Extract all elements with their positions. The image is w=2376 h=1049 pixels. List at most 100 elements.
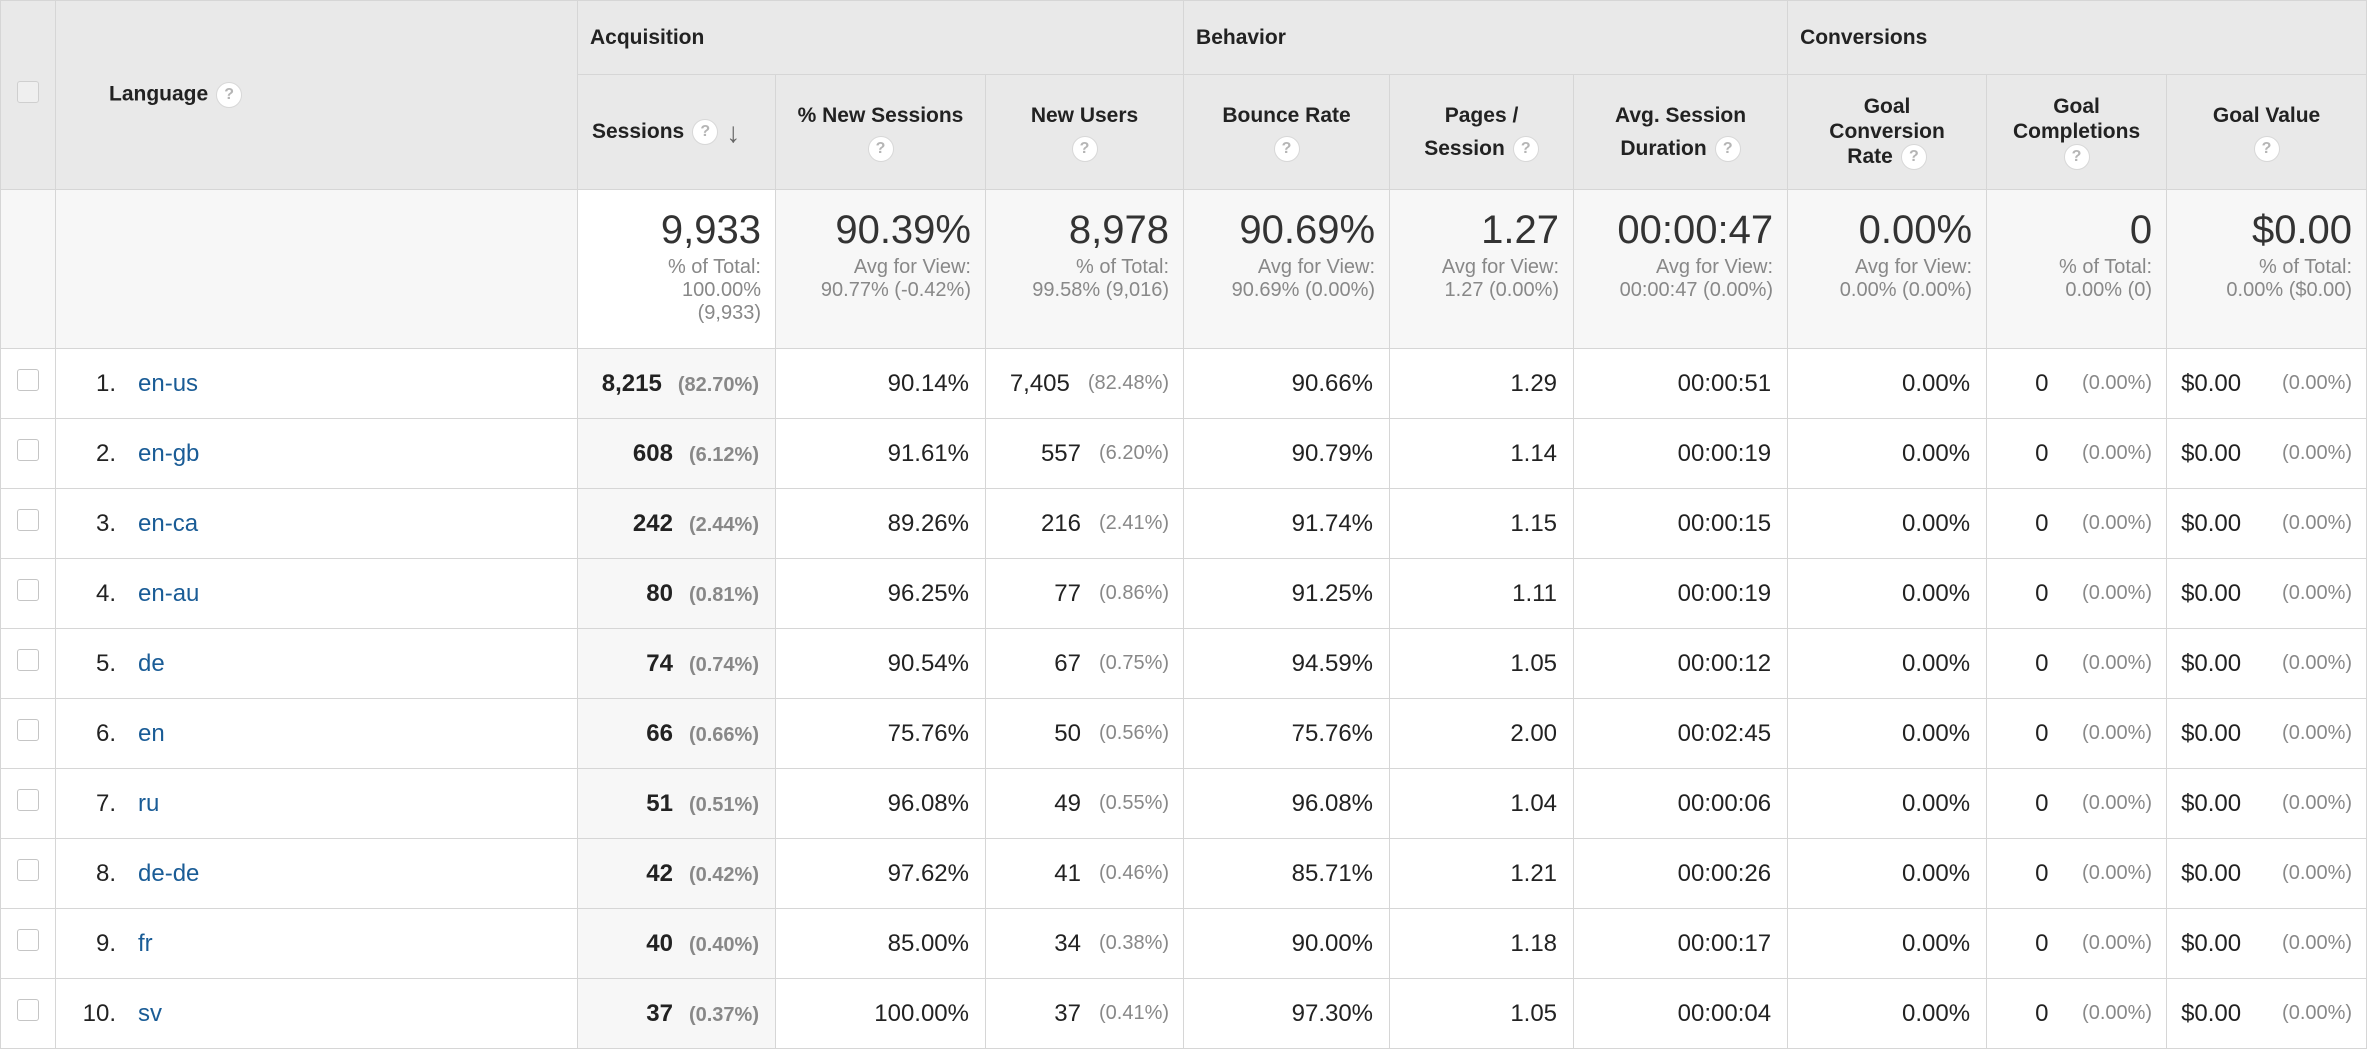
total-goal-conversion-rate-value: 0.00% [1858, 208, 1973, 252]
table-row[interactable]: 3. en-ca 242 (2.44%) 89.26% 216 (2.41%) 91.… [0, 488, 2368, 559]
pages-per-session-help-icon[interactable]: ? [1512, 136, 1539, 163]
avg-session-duration-help-icon[interactable]: ? [1714, 136, 1741, 163]
acquisition-group-header: Acquisition [576, 0, 1185, 75]
table-row[interactable]: 8. de-de 42 (0.42%) 97.62% 41 (0.46%) 85.71… [0, 838, 2368, 909]
total-goal-value-sub1: % of Total: [2259, 256, 2353, 278]
goal-conversion-rate-column-header[interactable]: Goal Conversion Rate? [1787, 74, 1988, 190]
row-checkbox[interactable] [17, 649, 39, 671]
select-all-cell [0, 0, 56, 190]
goal-value-percent: (0.00%) [2282, 1002, 2353, 1024]
table-row[interactable]: 9. fr 40 (0.40%) 85.00% 34 (0.38%) 90.00% 1… [0, 908, 2368, 979]
goal-value-help-icon[interactable]: ? [2253, 136, 2280, 163]
language-link[interactable]: en-us [138, 369, 199, 397]
row-checkbox-cell [0, 348, 56, 419]
goal-value-percent: (0.00%) [2282, 582, 2353, 604]
row-checkbox[interactable] [17, 369, 39, 391]
goal-value-value: $0.00 [2181, 509, 2242, 537]
language-link[interactable]: en-au [138, 579, 200, 607]
row-checkbox[interactable] [17, 789, 39, 811]
table-row[interactable]: 2. en-gb 608 (6.12%) 91.61% 557 (6.20%) 90.… [0, 418, 2368, 489]
bounce-rate-help-icon[interactable]: ? [1273, 136, 1300, 163]
goal-completions-value: 0 [2035, 579, 2049, 607]
table-row[interactable]: 7. ru 51 (0.51%) 96.08% 49 (0.55%) 96.08% 1… [0, 768, 2368, 839]
language-link[interactable]: fr [138, 929, 153, 957]
goal-conversion-rate-cell: 0.00% [1787, 838, 1988, 909]
goal-completions-value: 0 [2035, 369, 2049, 397]
goal-value-cell: $0.00 (0.00%) [2166, 558, 2368, 629]
language-link[interactable]: en-ca [138, 509, 199, 537]
language-link[interactable]: sv [138, 999, 162, 1027]
pages-per-session-cell: 1.05 [1389, 628, 1575, 699]
sessions-value: 80 [646, 579, 673, 607]
goal-value-value: $0.00 [2181, 649, 2242, 677]
language-link[interactable]: en-gb [138, 439, 200, 467]
table-row[interactable]: 4. en-au 80 (0.81%) 96.25% 77 (0.86%) 91.25… [0, 558, 2368, 629]
conversions-group-header: Conversions [1787, 0, 2368, 75]
row-checkbox[interactable] [17, 719, 39, 741]
goal-conversion-rate-help-icon[interactable]: ? [1900, 144, 1927, 171]
new-users-column-header[interactable]: New Users? [984, 74, 1185, 190]
pages-per-session-column-header[interactable]: Pages / Session? [1389, 74, 1575, 190]
total-goal-completions-value: 0 [2129, 208, 2153, 252]
sessions-percent: (0.51%) [688, 793, 759, 816]
row-checkbox[interactable] [17, 999, 39, 1021]
totals-row: 9,933 % of Total: 100.00% (9,933) 90.39%… [0, 189, 2368, 349]
new-users-value: 50 [1054, 719, 1081, 747]
new-users-header-label: New Users [1030, 104, 1139, 127]
row-checkbox[interactable] [17, 509, 39, 531]
sessions-help-icon[interactable]: ? [692, 119, 719, 146]
row-checkbox[interactable] [17, 859, 39, 881]
new-users-cell: 67 (0.75%) [984, 628, 1185, 699]
new-sessions-column-header[interactable]: % New Sessions? [775, 74, 986, 190]
language-cell: 9. fr [55, 908, 578, 979]
goal-completions-percent: (0.00%) [2082, 652, 2153, 674]
goal-value-header-label: Goal Value [2212, 104, 2321, 127]
sessions-cell: 8,215 (82.70%) [577, 348, 776, 419]
table-row[interactable]: 5. de 74 (0.74%) 90.54% 67 (0.75%) 94.59% 1… [0, 628, 2368, 699]
table-row[interactable]: 1. en-us 8,215 (82.70%) 90.14% 7,405 (82.48… [0, 348, 2368, 419]
new-users-help-icon[interactable]: ? [1071, 136, 1098, 163]
avg-session-duration-column-header[interactable]: Avg. Session Duration? [1573, 74, 1789, 190]
goal-completions-column-header[interactable]: Goal Completions? [1986, 74, 2168, 190]
select-all-checkbox[interactable] [17, 81, 39, 103]
table-row[interactable]: 10. sv 37 (0.37%) 100.00% 37 (0.41%) 97.30%… [0, 978, 2368, 1049]
new-sessions-help-icon[interactable]: ? [867, 136, 894, 163]
language-link[interactable]: en [138, 719, 165, 747]
goal-completions-value: 0 [2035, 859, 2049, 887]
total-goal-conversion-rate-sub1: Avg for View: [1854, 256, 1973, 278]
bounce-rate-column-header[interactable]: Bounce Rate? [1183, 74, 1391, 190]
row-checkbox[interactable] [17, 929, 39, 951]
goal-value-value: $0.00 [2181, 929, 2242, 957]
sort-descending-icon[interactable]: ↓ [726, 116, 741, 148]
language-link[interactable]: de-de [138, 859, 200, 887]
total-avg-session-duration-sub1: Avg for View: [1655, 256, 1774, 278]
sessions-value: 40 [646, 929, 673, 957]
avg-session-duration-cell: 00:00:17 [1573, 908, 1789, 979]
goal-conversion-rate-cell: 0.00% [1787, 908, 1988, 979]
language-help-icon[interactable]: ? [216, 82, 243, 108]
goal-value-column-header[interactable]: Goal Value? [2166, 74, 2368, 190]
goal-completions-percent: (0.00%) [2082, 932, 2153, 954]
row-rank: 10. [82, 999, 116, 1027]
row-checkbox[interactable] [17, 579, 39, 601]
new-users-cell: 557 (6.20%) [984, 418, 1185, 489]
goal-value-cell: $0.00 (0.00%) [2166, 908, 2368, 979]
sessions-percent: (0.74%) [688, 653, 759, 676]
goal-value-cell: $0.00 (0.00%) [2166, 418, 2368, 489]
row-checkbox-cell [0, 978, 56, 1049]
avg-session-duration-header-line2: Duration [1620, 137, 1707, 160]
new-sessions-cell: 90.14% [775, 348, 986, 419]
goal-completions-cell: 0 (0.00%) [1986, 488, 2168, 559]
language-link[interactable]: ru [138, 789, 160, 817]
row-checkbox[interactable] [17, 439, 39, 461]
language-column-header[interactable]: Language? [55, 0, 578, 190]
sessions-cell: 242 (2.44%) [577, 488, 776, 559]
pages-per-session-cell: 1.14 [1389, 418, 1575, 489]
language-link[interactable]: de [138, 649, 165, 677]
sessions-column-header[interactable]: Sessions? ↓ [577, 74, 776, 190]
goal-value-value: $0.00 [2181, 369, 2242, 397]
goal-completions-help-icon[interactable]: ? [2063, 144, 2090, 171]
table-row[interactable]: 6. en 66 (0.66%) 75.76% 50 (0.56%) 75.76% 2… [0, 698, 2368, 769]
sessions-percent: (2.44%) [688, 513, 759, 536]
goal-value-percent: (0.00%) [2282, 442, 2353, 464]
